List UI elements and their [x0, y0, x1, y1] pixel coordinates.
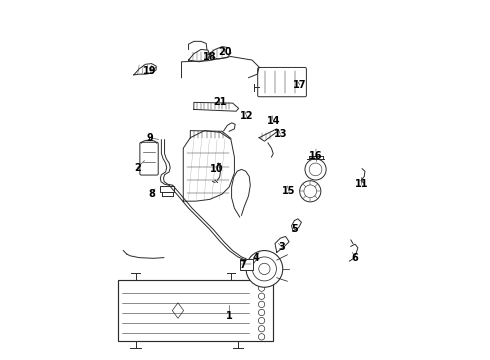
Text: 9: 9 — [147, 133, 153, 143]
Circle shape — [305, 159, 326, 180]
Circle shape — [300, 181, 321, 202]
Text: 16: 16 — [309, 151, 322, 161]
Text: 14: 14 — [267, 116, 280, 126]
Text: 21: 21 — [213, 98, 226, 107]
Bar — [118, 280, 273, 341]
Text: 19: 19 — [143, 66, 156, 76]
Text: 7: 7 — [240, 260, 246, 270]
Text: 4: 4 — [252, 253, 259, 262]
Text: 10: 10 — [210, 165, 223, 174]
FancyBboxPatch shape — [258, 67, 306, 97]
Text: 13: 13 — [273, 129, 287, 139]
FancyBboxPatch shape — [140, 142, 158, 175]
Text: 6: 6 — [351, 253, 358, 262]
Text: 18: 18 — [203, 52, 217, 62]
Text: 12: 12 — [240, 112, 253, 121]
Circle shape — [246, 251, 283, 287]
Text: 20: 20 — [218, 47, 232, 57]
Text: 3: 3 — [279, 242, 285, 252]
Text: 5: 5 — [291, 224, 298, 234]
Text: 15: 15 — [282, 186, 296, 196]
Text: 8: 8 — [148, 189, 155, 199]
Text: 11: 11 — [355, 179, 368, 189]
Text: 1: 1 — [226, 311, 232, 321]
Text: 17: 17 — [293, 80, 306, 90]
Bar — [240, 259, 253, 270]
Bar — [160, 186, 174, 192]
Text: 2: 2 — [134, 163, 141, 173]
